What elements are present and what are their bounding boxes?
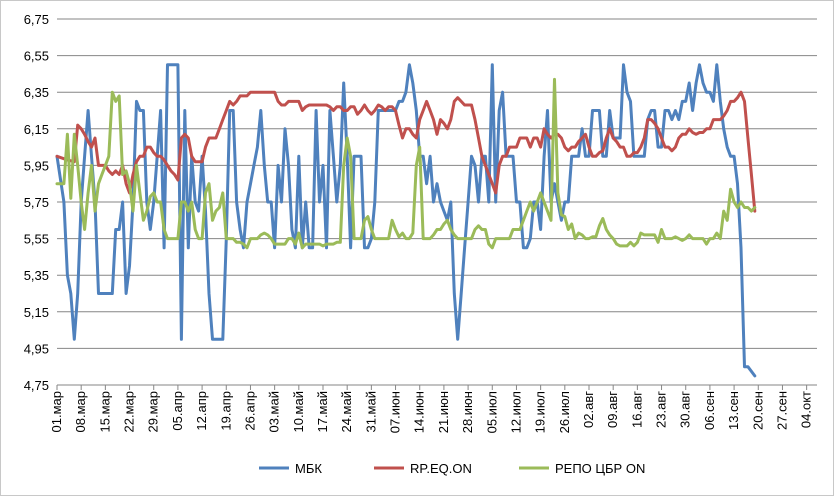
y-tick-label: 6,55 [24,49,49,64]
x-tick-label: 14.июн [412,391,427,433]
y-tick-label: 6,15 [24,122,49,137]
x-tick-label: 06.сен [702,391,717,430]
x-tick-label: 23.авг [654,391,669,428]
x-tick-label: 04.окт [799,391,814,428]
series-lines [55,63,757,378]
x-tick-label: 30.авг [678,391,693,428]
x-tick-label: 03.май [267,391,282,433]
x-tick-label: 19.июл [533,391,548,433]
y-tick-label: 5,75 [24,195,49,210]
gridlines [57,18,817,386]
x-tick-label: 15.мар [97,391,112,432]
x-tick-label: 26.июл [557,391,572,433]
x-tick-label: 29.мар [146,391,161,432]
y-axis-ticks: 6,75 6,55 6,35 6,15 5,95 5,75 5,55 5,35 5,15 4,95… [24,12,49,393]
x-tick-label: 02.авг [581,391,596,428]
x-tick-label: 08.мар [73,391,88,432]
x-tick-label: 09.авг [605,391,620,428]
y-tick-label: 5,15 [24,305,49,320]
series-line-0 [55,63,757,378]
legend: МБК RP.EQ.ON РЕПО ЦБР ON [259,461,645,476]
x-tick-label: 22.мар [122,391,137,432]
legend-label-2: РЕПО ЦБР ON [555,461,645,476]
x-tick-label: 21.июн [436,391,451,433]
x-tick-label: 31.май [363,391,378,433]
legend-label-1: RP.EQ.ON [410,461,472,476]
series-line-1 [55,90,757,213]
x-tick-label: 12.июл [508,391,523,433]
x-tick-label: 01.мар [49,391,64,432]
y-tick-label: 5,35 [24,268,49,283]
x-tick-label: 26.апр [242,391,257,431]
y-tick-label: 4,75 [24,378,49,393]
x-axis-ticks: 01.мар 08.мар 15.мар 22.мар 29.мар 05.апр 12.а… [49,385,814,433]
y-tick-label: 6,35 [24,85,49,100]
x-tick-label: 16.авг [629,391,644,428]
series-line-2 [55,77,757,250]
x-tick-label: 13.сен [726,391,741,430]
x-tick-label: 17.май [315,391,330,433]
legend-label-0: МБК [295,461,322,476]
x-tick-label: 24.май [339,391,354,433]
y-tick-label: 6,75 [24,12,49,27]
x-tick-label: 07.июн [388,391,403,433]
y-tick-label: 5,95 [24,158,49,173]
x-tick-label: 10.май [291,391,306,433]
x-tick-label: 28.июн [460,391,475,433]
y-tick-label: 4,95 [24,341,49,356]
x-tick-label: 05.апр [170,391,185,431]
y-tick-label: 5,55 [24,232,49,247]
x-tick-label: 12.апр [194,391,209,431]
x-tick-label: 27.сен [774,391,789,430]
x-tick-label: 20.сен [750,391,765,430]
x-tick-label: 19.апр [218,391,233,431]
x-tick-label: 05.июл [484,391,499,433]
